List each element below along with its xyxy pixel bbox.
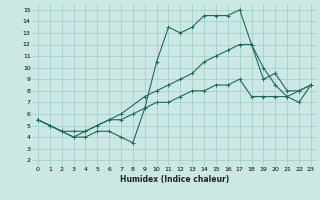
X-axis label: Humidex (Indice chaleur): Humidex (Indice chaleur) (120, 175, 229, 184)
